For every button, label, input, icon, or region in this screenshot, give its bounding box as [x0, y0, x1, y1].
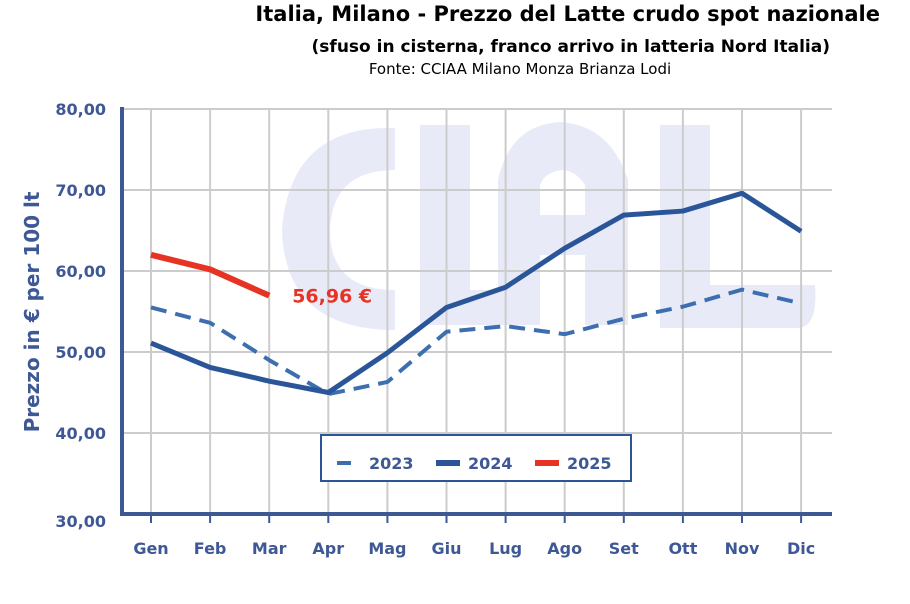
- x-tick-label: Lug: [489, 539, 522, 558]
- x-tick-labels: Gen Feb Mar Apr Mag Giu Lug Ago Set Ott Nov Dic: [133, 539, 815, 558]
- watermark-letter-c: [282, 127, 395, 331]
- y-tick-label: 30,00: [55, 512, 106, 531]
- watermark-letter-a: [498, 122, 628, 325]
- last-value-annotation: 56,96 €: [292, 286, 372, 308]
- series-line-2024: [150, 190, 803, 395]
- clal-watermark: [282, 122, 816, 331]
- chart-source: Fonte: CCIAA Milano Monza Brianza Lodi: [368, 60, 672, 78]
- chart-subtitle: (sfuso in cisterna, franco arrivo in lat…: [311, 37, 830, 57]
- y-axis-label: Prezzo in € per 100 lt: [20, 191, 44, 432]
- x-tick-label: Feb: [194, 539, 227, 558]
- y-tick-label: 40,00: [55, 424, 106, 443]
- legend-label-2024: 2024: [468, 454, 513, 473]
- legend-box: [320, 434, 632, 482]
- x-tick-label: Gen: [133, 539, 168, 558]
- x-tick-label: Nov: [725, 539, 760, 558]
- y-tick-labels: 30,00 40,00 50,00 60,00 70,00 80,00: [55, 100, 106, 531]
- x-tick-label: Apr: [312, 539, 344, 558]
- axes: [120, 107, 832, 523]
- annotations: 56,96 €: [292, 286, 372, 308]
- x-tick-label: Ott: [668, 539, 697, 558]
- x-tick-label: Mar: [252, 539, 287, 558]
- watermark-letter-l2: [660, 125, 816, 328]
- y-tick-label: 70,00: [55, 181, 106, 200]
- y-tick-label: 80,00: [55, 100, 106, 119]
- legend: 2023 2024 2025: [320, 434, 632, 482]
- y-tick-label: 60,00: [55, 262, 106, 281]
- y-tick-label: 50,00: [55, 343, 106, 362]
- x-tick-label: Ago: [547, 539, 582, 558]
- legend-label-2023: 2023: [369, 454, 414, 473]
- x-tick-label: Giu: [431, 539, 461, 558]
- x-tick-label: Dic: [787, 539, 815, 558]
- legend-label-2025: 2025: [567, 454, 612, 473]
- series-line-2023: [150, 287, 802, 397]
- x-tick-label: Mag: [368, 539, 406, 558]
- series-lines: [150, 190, 803, 397]
- chart-title: Italia, Milano - Prezzo del Latte crudo …: [255, 2, 880, 26]
- x-tick-label: Set: [609, 539, 639, 558]
